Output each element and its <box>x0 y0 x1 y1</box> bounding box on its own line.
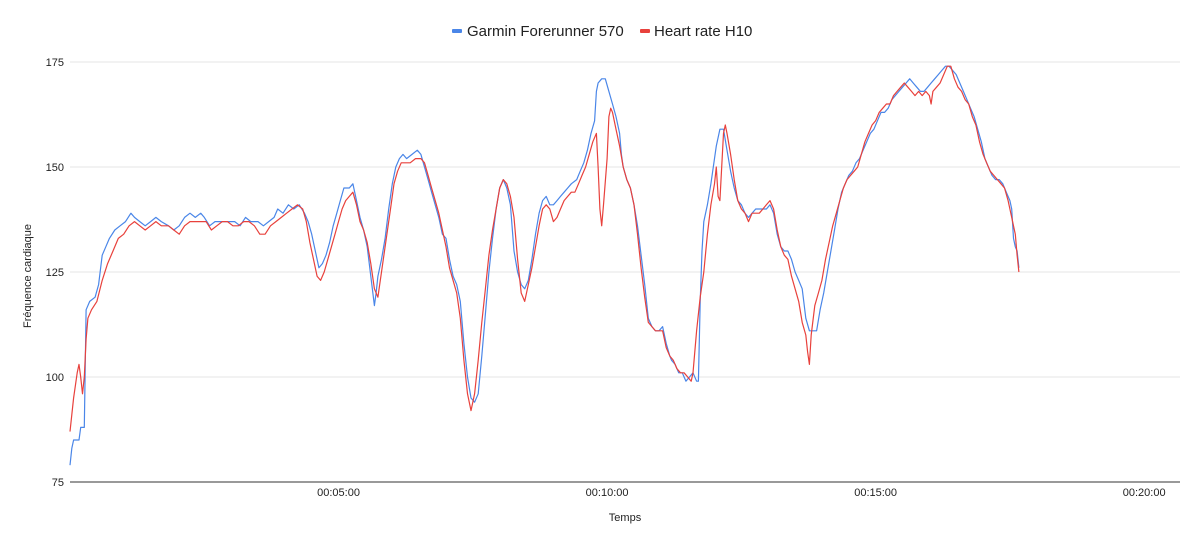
y-tick-label-125: 125 <box>46 267 64 279</box>
y-axis-title: Fréquence cardiaque <box>22 224 34 328</box>
legend-item-heart-rate-h10[interactable]: Heart rate H10 <box>640 23 752 40</box>
x-axis-title: Temps <box>609 512 642 524</box>
x-tick-label-3: 00:20:00 <box>1123 487 1166 499</box>
x-axis-ticks: 00:05:00 00:10:00 00:15:00 00:20:00 <box>317 487 1165 499</box>
legend-label: Garmin Forerunner 570 <box>467 23 624 40</box>
series-line-garmin-forerunner-570 <box>69 65 1020 466</box>
x-tick-label-1: 00:10:00 <box>586 487 629 499</box>
legend-swatch <box>452 29 462 33</box>
gridlines <box>70 61 1180 483</box>
legend-swatch <box>640 29 650 33</box>
series-line-heart-rate-h10 <box>69 65 1020 432</box>
legend-label: Heart rate H10 <box>654 23 752 40</box>
y-tick-label-75: 75 <box>52 477 64 489</box>
y-tick-label-175: 175 <box>46 57 64 69</box>
y-tick-label-150: 150 <box>46 162 64 174</box>
y-tick-label-100: 100 <box>46 372 64 384</box>
series-layer <box>69 65 1020 466</box>
legend-item-garmin-forerunner-570[interactable]: Garmin Forerunner 570 <box>452 23 624 40</box>
legend[interactable]: Garmin Forerunner 570 Heart rate H10 <box>452 23 752 40</box>
y-axis-ticks: 75 100 125 150 175 <box>46 57 64 489</box>
x-tick-label-2: 00:15:00 <box>854 487 897 499</box>
x-tick-label-0: 00:05:00 <box>317 487 360 499</box>
